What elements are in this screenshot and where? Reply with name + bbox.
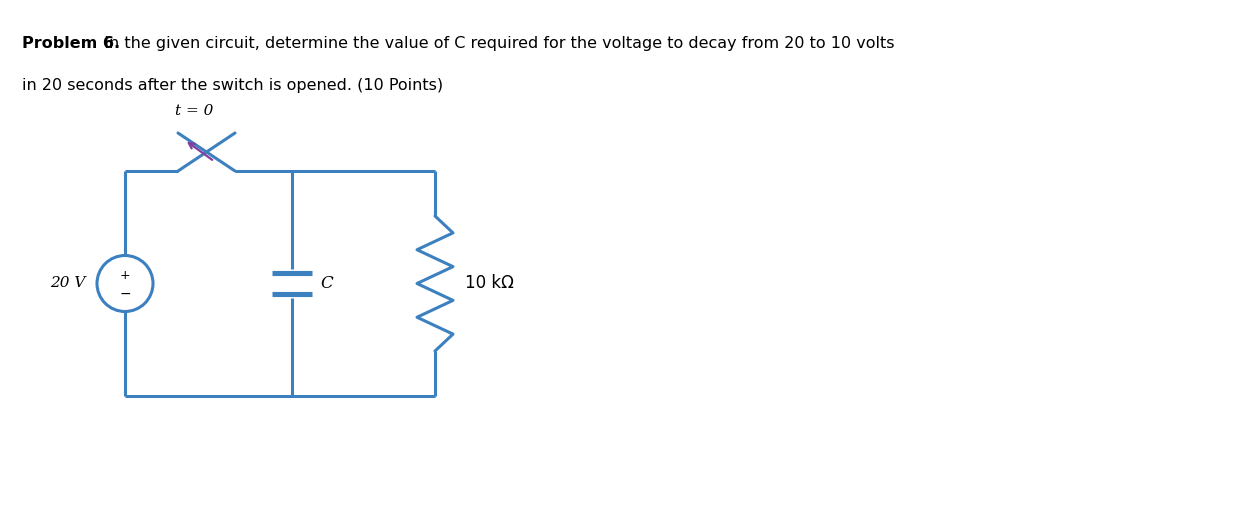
Text: +: + [119,269,131,282]
Text: in 20 seconds after the switch is opened. (10 Points): in 20 seconds after the switch is opened… [22,78,443,93]
Text: 10 kΩ: 10 kΩ [465,275,514,293]
Text: In the given circuit, determine the value of C required for the voltage to decay: In the given circuit, determine the valu… [95,36,894,51]
Text: 20 V: 20 V [50,277,85,290]
Text: t = 0: t = 0 [175,104,214,118]
Text: Problem 6.: Problem 6. [22,36,121,51]
Text: −: − [119,287,131,301]
Text: C: C [320,275,332,292]
